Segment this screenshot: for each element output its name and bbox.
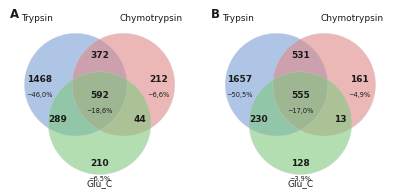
Circle shape	[48, 72, 151, 175]
Text: 230: 230	[249, 115, 268, 124]
Text: 555: 555	[291, 91, 310, 100]
Text: ~46,0%: ~46,0%	[26, 92, 52, 98]
Text: 1468: 1468	[26, 75, 52, 84]
Circle shape	[273, 33, 376, 136]
Text: Trypsin: Trypsin	[21, 14, 53, 23]
Circle shape	[225, 33, 328, 136]
Text: 210: 210	[90, 159, 109, 168]
Text: Glu_C: Glu_C	[287, 179, 314, 188]
Text: ~6,6%: ~6,6%	[147, 92, 169, 98]
Text: ~17,0%: ~17,0%	[287, 108, 314, 114]
Text: 161: 161	[350, 75, 368, 84]
Circle shape	[249, 72, 352, 175]
Text: 372: 372	[90, 51, 109, 60]
Text: 531: 531	[291, 51, 310, 60]
Text: 1657: 1657	[227, 75, 252, 84]
Circle shape	[24, 33, 127, 136]
Text: ~4,9%: ~4,9%	[348, 92, 370, 98]
Text: 44: 44	[134, 115, 146, 124]
Text: ~50,5%: ~50,5%	[227, 92, 253, 98]
Text: 128: 128	[291, 159, 310, 168]
Text: A: A	[10, 8, 19, 21]
Text: ~18,6%: ~18,6%	[86, 108, 113, 114]
Text: 13: 13	[334, 115, 347, 124]
Text: ~6,5%: ~6,5%	[88, 176, 111, 182]
Circle shape	[72, 33, 175, 136]
Text: Chymotrypsin: Chymotrypsin	[119, 14, 182, 23]
Text: B: B	[210, 8, 220, 21]
Text: 289: 289	[48, 115, 67, 124]
Text: ~3,9%: ~3,9%	[289, 176, 311, 182]
Text: Chymotrypsin: Chymotrypsin	[320, 14, 383, 23]
Text: 592: 592	[90, 91, 109, 100]
Text: Glu_C: Glu_C	[86, 179, 113, 188]
Text: 212: 212	[149, 75, 168, 84]
Text: Trypsin: Trypsin	[222, 14, 254, 23]
